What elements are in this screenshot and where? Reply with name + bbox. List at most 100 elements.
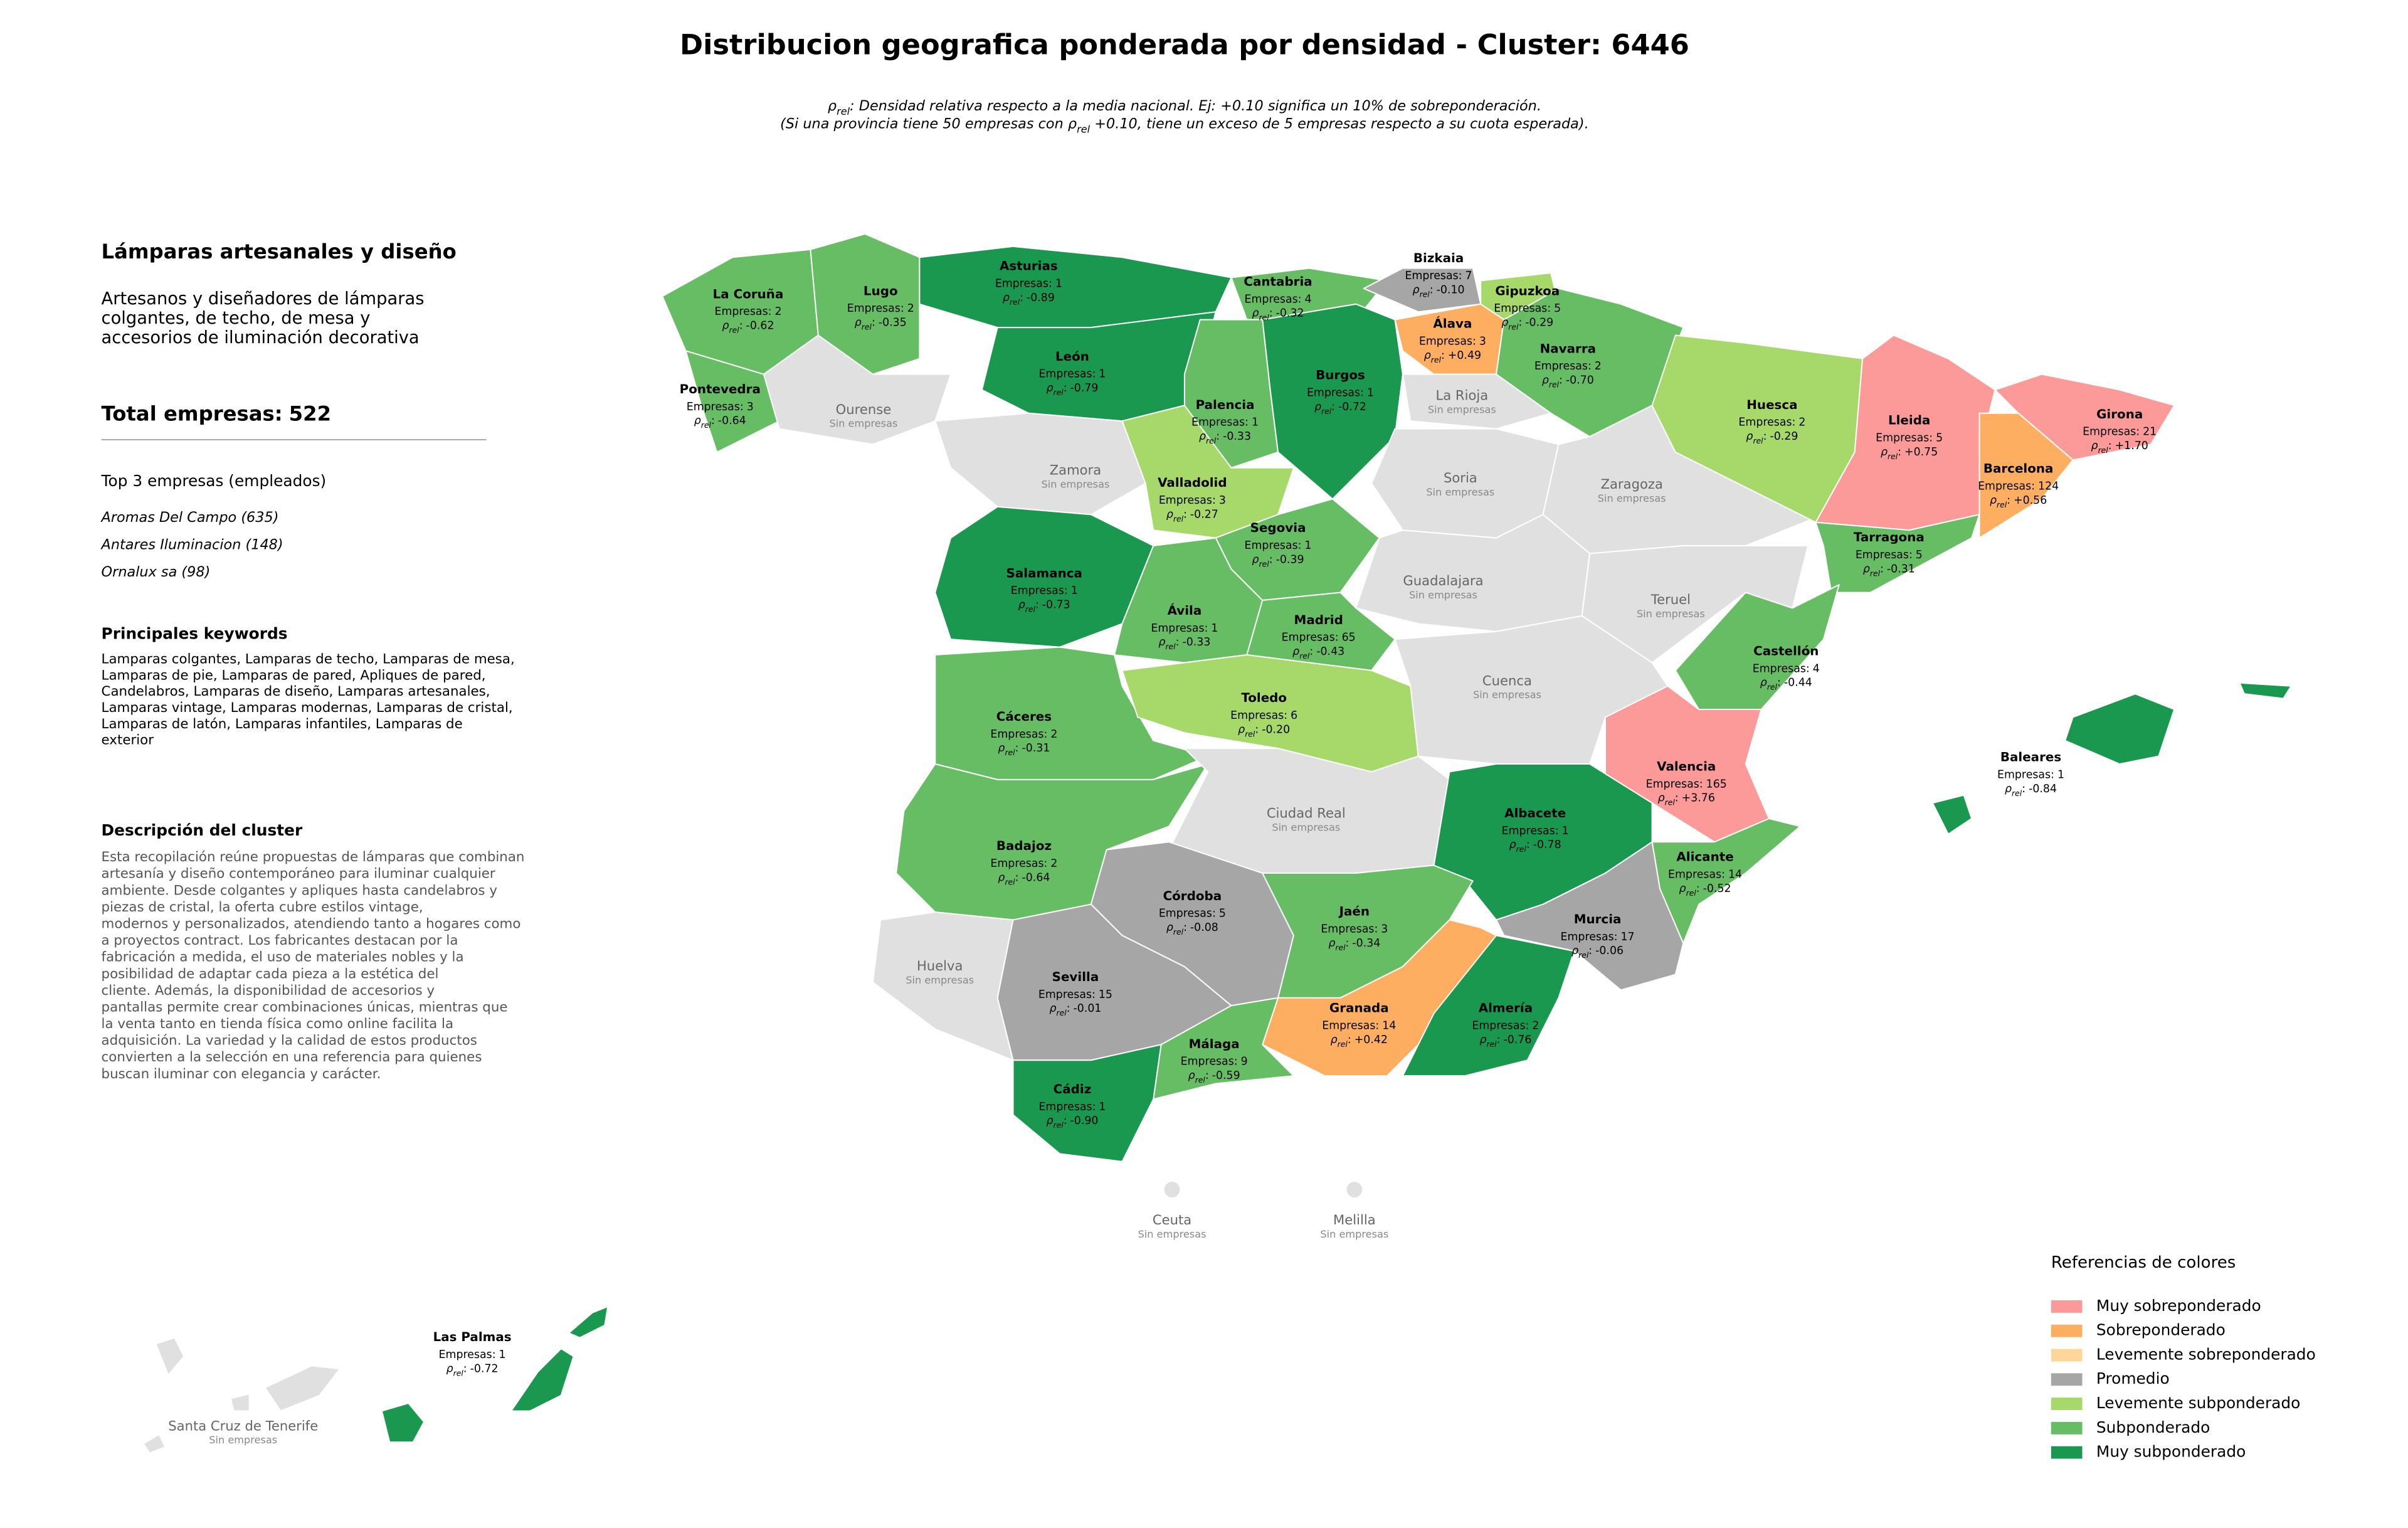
rho-label: ρrel: -0.70: [1542, 374, 1594, 390]
subtitle-part: ρ: [1068, 115, 1077, 132]
province-name: Salamanca: [1006, 566, 1082, 580]
rho-label: ρrel: -0.43: [1292, 645, 1344, 661]
empresas-prefix: Empresas:: [1282, 632, 1339, 644]
empresas-label: Empresas: 1: [995, 277, 1062, 290]
empresas-value: 1: [1099, 368, 1106, 381]
empresas-prefix: Empresas:: [1245, 539, 1302, 552]
rho-sep: :: [1518, 317, 1522, 329]
rho-symbol: ρ: [1328, 937, 1335, 950]
empresas-label: Empresas: 14: [1322, 1020, 1396, 1032]
rho-value: -0.78: [1533, 839, 1561, 851]
province-name: Huesca: [1746, 398, 1797, 412]
rho-value: -0.64: [1022, 871, 1050, 884]
subtitle-part: rel: [1077, 124, 1090, 135]
rho-sub: rel: [1010, 297, 1020, 307]
rho-sub: rel: [1767, 682, 1778, 692]
rho-sep: :: [2022, 783, 2025, 795]
province-shape: [2239, 682, 2292, 699]
legend-label: Muy subponderado: [2096, 1443, 2246, 1461]
province-name: Ourense: [836, 401, 892, 417]
rho-sub: rel: [1338, 1039, 1348, 1049]
empresas-value: 2: [774, 305, 781, 318]
keywords-title: Principales keywords: [102, 625, 288, 643]
province-name: Toledo: [1241, 691, 1287, 705]
cluster-name: Lámparas artesanales y diseño: [102, 240, 457, 263]
empresas-label: Empresas: 2: [990, 728, 1057, 741]
rho-sep: :: [1255, 723, 1259, 736]
rho-label: ρrel: -0.84: [2005, 783, 2057, 798]
province-name: Lugo: [863, 284, 898, 298]
rho-sep: :: [1346, 937, 1349, 950]
rho-symbol: ρ: [1658, 792, 1665, 805]
rho-symbol: ρ: [2005, 783, 2012, 795]
rho-sub: rel: [1025, 604, 1036, 613]
province-shape: [685, 350, 780, 453]
province-shape: [568, 1305, 609, 1339]
legend-swatch: [2051, 1421, 2083, 1435]
province-name: Palencia: [1196, 398, 1255, 412]
province-name: Almería: [1479, 1001, 1533, 1016]
rho-sep: :: [1898, 446, 1901, 459]
empresas-prefix: Empresas:: [1494, 302, 1551, 315]
empresas-value: 1: [1252, 416, 1259, 429]
rho-symbol: ρ: [1571, 945, 1578, 957]
rho-symbol: ρ: [1158, 636, 1165, 649]
rho-symbol: ρ: [1679, 883, 1686, 895]
empresas-label: Empresas: 1: [439, 1349, 506, 1361]
rho-sub: rel: [1753, 436, 1763, 445]
legend-swatch: [2051, 1300, 2083, 1313]
empresas-prefix: Empresas:: [1561, 931, 1618, 943]
empresas-value: 5: [1916, 549, 1923, 561]
cluster-summary: Artesanos y diseñadores de lámparas: [102, 289, 425, 309]
keywords-line: exterior: [102, 733, 154, 748]
empresas-prefix: Empresas:: [1502, 825, 1559, 837]
rho-symbol: ρ: [1314, 401, 1321, 413]
rho-sub: rel: [1195, 1075, 1206, 1085]
rho-symbol: ρ: [1501, 317, 1508, 329]
rho-label: ρrel: -0.34: [1328, 937, 1380, 952]
rho-label: ρrel: +0.75: [1881, 446, 1938, 461]
empresas-label: Empresas: 17: [1561, 931, 1635, 943]
province-name: Girona: [2096, 407, 2143, 422]
empresas-label: Empresas: 6: [1230, 709, 1297, 722]
rho-sep: :: [1035, 598, 1039, 611]
province-shape: [142, 1433, 166, 1454]
empresas-value: 2: [1532, 1020, 1539, 1032]
description-line: buscan iluminar con elegancia y carácter…: [102, 1066, 381, 1082]
legend-label: Levemente subponderado: [2096, 1394, 2300, 1412]
rho-value: -0.35: [879, 317, 907, 329]
province-name: Soria: [1444, 470, 1477, 485]
no-data-label: Sin empresas: [1428, 403, 1496, 415]
empresas-label: Empresas: 3: [1419, 335, 1486, 348]
empresas-label: Empresas: 1: [1038, 1101, 1106, 1113]
rho-symbol: ρ: [694, 415, 701, 427]
rho-sub: rel: [1335, 943, 1346, 952]
rho-symbol: ρ: [1292, 645, 1299, 658]
province-name: Valencia: [1657, 759, 1716, 773]
rho-sub: rel: [1686, 888, 1697, 898]
rho-value: -0.76: [1503, 1034, 1531, 1046]
rho-sub: rel: [729, 326, 740, 335]
no-data-label: Sin empresas: [1409, 589, 1477, 601]
empresas-value: 4: [1305, 293, 1312, 305]
rho-sep: :: [1497, 1034, 1501, 1046]
empresas-label: Empresas: 2: [990, 857, 1057, 870]
empresas-prefix: Empresas:: [1159, 494, 1216, 507]
rho-sep: :: [711, 415, 715, 427]
description-line: modernos y personalizados, atendiendo ta…: [102, 916, 521, 932]
province-shape: [510, 1348, 574, 1412]
empresas-prefix: Empresas:: [1472, 1020, 1529, 1032]
empresas-value: 3: [1381, 923, 1388, 935]
rho-symbol: ρ: [1046, 1115, 1053, 1127]
rho-label: ρrel: +0.42: [1331, 1034, 1388, 1049]
empresas-prefix: Empresas:: [1230, 709, 1287, 722]
rho-label: ρrel: -0.90: [1046, 1115, 1098, 1130]
empresas-value: 5: [1936, 432, 1943, 445]
province-name: Ceuta: [1153, 1212, 1191, 1228]
province-name: Lleida: [1888, 413, 1930, 428]
rho-sub: rel: [453, 1368, 464, 1377]
empresas-label: Empresas: 5: [1876, 432, 1943, 445]
legend-swatch: [2051, 1349, 2083, 1362]
province-name: Santa Cruz de Tenerife: [168, 1418, 318, 1433]
province-name: Cuenca: [1482, 672, 1532, 688]
